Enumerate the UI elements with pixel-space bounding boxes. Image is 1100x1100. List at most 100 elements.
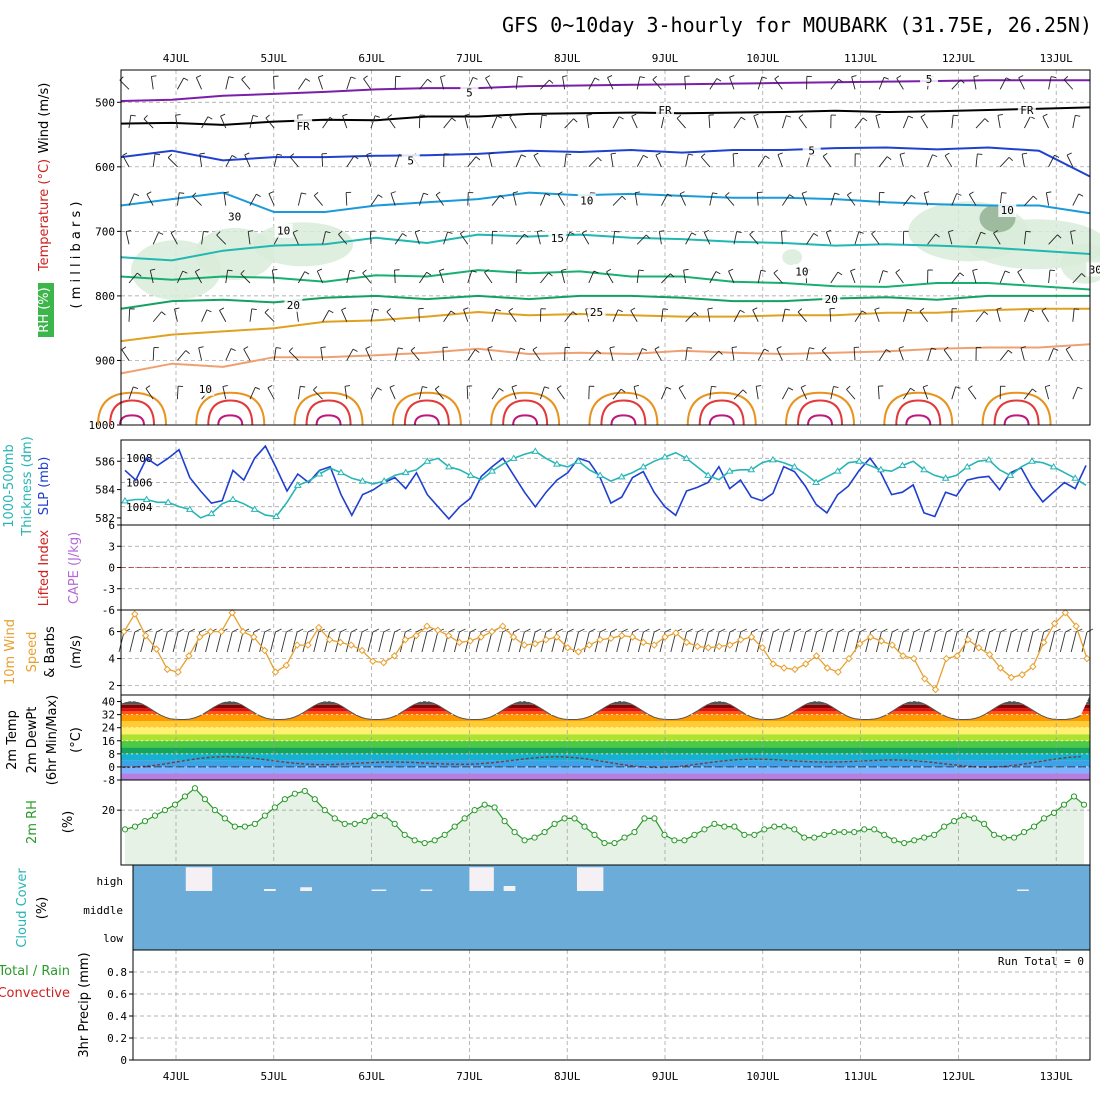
wind-speed-marker bbox=[325, 635, 334, 644]
wind-barb-flag bbox=[557, 191, 563, 195]
thickness-marker bbox=[229, 495, 237, 502]
wind10m-barb bbox=[432, 631, 439, 653]
wind10m-barb bbox=[226, 631, 233, 653]
wind-barb-flag bbox=[373, 308, 379, 311]
date-label-top: 7JUL bbox=[456, 52, 483, 65]
wind-barb-flag bbox=[659, 230, 665, 232]
wind-barb-flag bbox=[683, 268, 689, 271]
wind-speed-marker bbox=[737, 635, 745, 644]
wind10m-barb bbox=[562, 631, 569, 653]
thickness-marker bbox=[315, 470, 324, 477]
wind-barb bbox=[733, 310, 741, 322]
wind-barb-flag bbox=[643, 154, 648, 159]
wind-barb bbox=[222, 386, 227, 400]
wind-barb bbox=[709, 386, 712, 400]
wind10m-barb-feather bbox=[167, 628, 174, 633]
wind-barb bbox=[435, 194, 444, 206]
heat-contour bbox=[600, 399, 647, 426]
wind-barb-flag bbox=[219, 307, 225, 311]
wind10m-barb-feather bbox=[718, 628, 726, 633]
wind-barb bbox=[225, 155, 233, 168]
wind-barb bbox=[927, 347, 932, 361]
wind-barb bbox=[440, 76, 445, 90]
upper-tick-label: 700 bbox=[95, 225, 115, 238]
wind10m-barb-feather bbox=[1065, 628, 1072, 633]
wind-barb bbox=[346, 348, 354, 361]
rh-marker bbox=[411, 837, 418, 844]
heat-contour bbox=[502, 399, 549, 426]
wind10m-barb-feather bbox=[740, 628, 747, 633]
wind10m-barb-feather bbox=[524, 628, 531, 633]
wind-speed-marker bbox=[260, 646, 269, 655]
wind-barb-flag bbox=[277, 153, 283, 156]
wind10m-barb-feather bbox=[621, 628, 628, 633]
rh-marker bbox=[1050, 809, 1058, 817]
thickness-marker bbox=[1028, 457, 1036, 464]
wind-barb-flag bbox=[1077, 386, 1083, 390]
rh-marker bbox=[311, 796, 318, 803]
wind-barb-flag bbox=[968, 385, 973, 390]
heat-contour bbox=[293, 391, 364, 426]
wind-barb-flag bbox=[630, 307, 636, 311]
wind-barb bbox=[654, 348, 662, 361]
heat-contour bbox=[708, 414, 735, 426]
wind10m-barb-feather bbox=[913, 628, 921, 633]
contour-label: 30 bbox=[1089, 263, 1100, 276]
wind-barb-flag bbox=[1007, 349, 1013, 354]
wind-barb bbox=[564, 153, 567, 167]
rh-marker bbox=[691, 831, 698, 838]
wind-barb bbox=[895, 272, 904, 284]
wind-speed-marker bbox=[271, 668, 280, 676]
wind10m-barb bbox=[951, 631, 958, 653]
wind-barb-flag bbox=[662, 308, 669, 310]
rh-marker bbox=[791, 826, 798, 833]
wind-barb-flag bbox=[561, 268, 567, 271]
wind10m-barb bbox=[172, 631, 179, 653]
axis-label: Speed bbox=[25, 632, 40, 673]
wind-barb bbox=[830, 271, 839, 284]
wind-barb-flag bbox=[251, 308, 257, 310]
wind-barb-flag bbox=[227, 269, 233, 272]
rh-area bbox=[125, 788, 1084, 865]
wind-barb bbox=[491, 115, 498, 129]
wind10m-barb-feather bbox=[827, 628, 834, 633]
wind-barb-flag bbox=[895, 269, 901, 273]
wind-barb bbox=[752, 309, 759, 322]
wind-barb bbox=[321, 153, 324, 167]
contour-label-bg bbox=[802, 143, 821, 158]
wind-barb bbox=[363, 78, 372, 90]
wind-barb bbox=[177, 350, 187, 361]
cloud-level-label: middle bbox=[83, 904, 123, 917]
axis-label: 2m DewPt bbox=[25, 707, 40, 774]
wind-barb bbox=[972, 270, 977, 284]
wind-barb bbox=[369, 231, 372, 245]
rh-marker bbox=[651, 815, 658, 822]
contour-label-bg bbox=[920, 71, 939, 86]
wind-barb bbox=[636, 270, 640, 284]
wind-speed-marker bbox=[185, 652, 193, 660]
wind10m-barb bbox=[367, 631, 374, 653]
temp-tick-label: 16 bbox=[102, 735, 115, 748]
wind-barb-flag bbox=[851, 75, 857, 78]
wind-barb-flag bbox=[495, 308, 501, 312]
wind-barb bbox=[633, 386, 638, 400]
contour-label-bg bbox=[548, 230, 567, 245]
wind-barb-flag bbox=[765, 155, 770, 160]
wind-barb-flag bbox=[1042, 113, 1048, 117]
wind10m-barb-feather bbox=[567, 628, 574, 633]
wind-barb bbox=[175, 115, 178, 129]
wind10m-barb-feather bbox=[394, 628, 401, 633]
wind-barb bbox=[564, 118, 574, 129]
wind-barb bbox=[733, 116, 742, 129]
wind-barb bbox=[515, 154, 522, 167]
wind-barb-flag bbox=[959, 272, 965, 277]
wind-barb-flag bbox=[822, 152, 828, 157]
wind-barb bbox=[556, 388, 565, 400]
wind10m-barb-feather bbox=[351, 628, 358, 633]
wind10m-barb-feather bbox=[599, 628, 607, 633]
wind-barb-flag bbox=[203, 230, 209, 233]
wind-barb bbox=[128, 193, 135, 206]
wind-barb bbox=[685, 154, 689, 167]
wind-barb bbox=[612, 116, 620, 129]
heat-contour bbox=[686, 391, 757, 426]
